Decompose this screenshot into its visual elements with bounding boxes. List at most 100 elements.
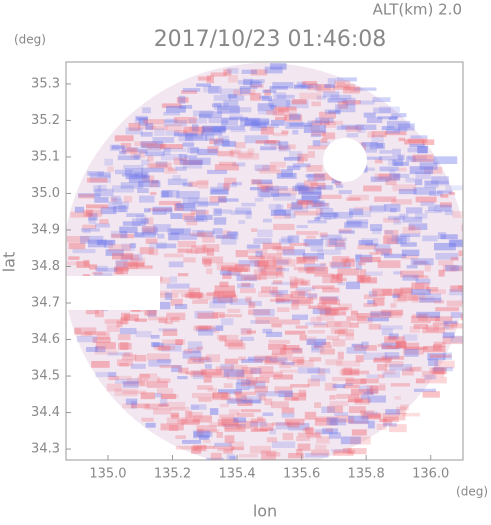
echo-cell [224,339,243,347]
echo-cell [388,333,399,340]
echo-cell [422,235,438,242]
echo-cell [160,154,183,161]
echo-cell [262,328,273,334]
echo-cell [202,126,226,134]
echo-cell [147,381,168,388]
echo-cell [308,305,331,309]
echo-cell [119,362,129,367]
echo-cell [88,217,96,224]
echo-cell [144,217,154,225]
echo-cell [210,452,222,460]
echo-cell [332,273,340,280]
echo-cell [216,262,239,271]
echo-cell [409,143,425,148]
echo-cell [319,208,334,215]
echo-cell [74,328,82,335]
echo-cell [244,122,261,127]
echo-cell [461,224,463,231]
echo-cell [173,116,197,124]
echo-cell [278,390,293,398]
echo-cell [304,411,317,420]
echo-cell [294,277,305,285]
echo-cell [149,162,172,169]
echo-cell [339,369,359,375]
echo-cell [198,325,212,331]
echo-cell [346,347,367,354]
echo-cell [437,232,447,240]
echo-cell [172,175,181,181]
echo-cell [110,197,118,203]
echo-cell [404,346,428,350]
echo-cell [292,163,311,168]
echo-cell [340,311,347,315]
echo-cell [142,175,155,182]
echo-cell [411,159,435,163]
echo-cell [461,258,463,263]
echo-cell [298,185,314,194]
y-tick-label: 34.5 [31,369,60,384]
echo-cell [121,173,139,177]
echo-cell [366,117,383,124]
echo-cell [361,412,381,420]
echo-cell [203,375,212,383]
echo-cell [335,184,344,188]
echo-cell [373,357,393,362]
echo-cell [393,297,407,303]
echo-cell [354,397,371,403]
echo-cell [359,100,375,105]
echo-cell [360,378,379,384]
echo-cell [313,201,326,208]
echo-cell [346,316,367,321]
echo-cell [273,223,295,231]
echo-cell [343,222,368,229]
echo-cell [103,240,113,248]
echo-cell [291,397,299,401]
echo-cell [396,406,407,414]
echo-cell [413,187,436,195]
echo-cell [296,256,316,265]
echo-cell [393,271,403,275]
echo-cell [367,395,386,403]
echo-cell [214,209,232,214]
echo-cell [425,376,447,384]
echo-cell [94,197,109,203]
echo-cell [442,336,463,345]
echo-cell [119,226,138,233]
echo-cell [212,296,233,304]
echo-cell [305,174,325,178]
echo-cell [257,366,274,374]
echo-cell [317,368,326,376]
echo-cell [123,352,133,357]
echo-cell [333,85,351,91]
echo-cell [373,107,391,114]
echo-cell [194,310,214,319]
echo-cell [184,134,208,141]
echo-cell [151,125,168,131]
echo-cell [373,244,391,252]
echo-cell [185,371,206,375]
echo-cell [325,306,349,311]
echo-cell [355,355,364,363]
echo-cell [133,154,141,160]
echo-cell [337,282,346,286]
echo-cell [121,147,139,153]
echo-cell [188,197,208,203]
echo-cell [426,287,439,292]
echo-cell [241,282,251,287]
echo-cell [301,191,322,199]
echo-cell [140,131,153,137]
echo-cell [201,258,212,265]
echo-cell [366,388,378,394]
echo-cell [92,271,103,275]
echo-cell [149,242,167,249]
echo-cell [133,171,148,178]
echo-cell [190,405,200,410]
echo-cell [182,142,195,147]
echo-cell [158,318,168,324]
echo-cell [260,185,270,192]
echo-cell [250,368,262,374]
echo-cell [182,182,193,187]
echo-cell [363,411,379,416]
y-tick-label: 35.1 [31,149,60,164]
echo-cell [345,97,356,106]
